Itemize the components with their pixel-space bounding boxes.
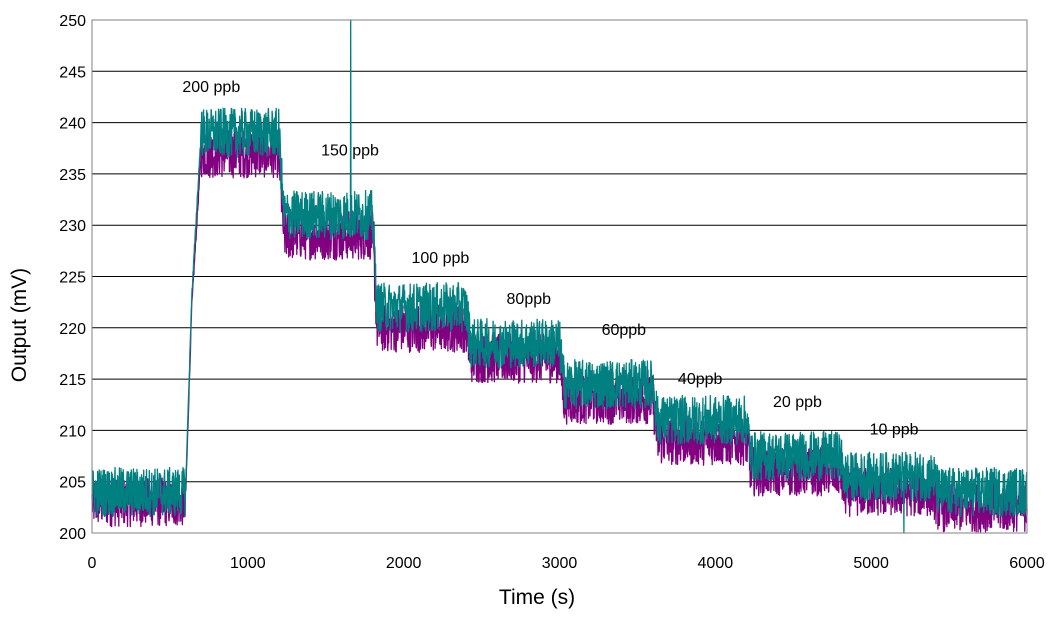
y-tick-label: 200 <box>59 526 86 543</box>
x-tick-label: 4000 <box>698 555 734 572</box>
concentration-label: 20 ppb <box>773 394 822 411</box>
y-tick-label: 205 <box>59 475 86 492</box>
y-tick-label: 215 <box>59 372 86 389</box>
y-axis-label: Output (mV) <box>8 268 31 382</box>
x-tick-label: 0 <box>88 555 97 572</box>
y-tick-label: 210 <box>59 423 86 440</box>
y-tick-label: 220 <box>59 321 86 338</box>
concentration-label: 200 ppb <box>182 79 240 96</box>
concentration-label: 80ppb <box>507 291 552 308</box>
y-tick-label: 225 <box>59 270 86 287</box>
concentration-label: 100 ppb <box>411 250 469 267</box>
y-tick-label: 240 <box>59 116 86 133</box>
y-tick-label: 235 <box>59 167 86 184</box>
series-layer <box>91 19 1028 534</box>
annotations: 200 ppb 150 ppb 100 ppb 80ppb 60ppb 40ppb 20 p… <box>182 79 918 439</box>
y-tick-label: 230 <box>59 218 86 235</box>
x-axis-ticks: 0 1000 2000 3000 4000 5000 6000 <box>88 555 1045 572</box>
y-tick-label: 245 <box>59 64 86 81</box>
concentration-label: 60ppb <box>602 322 647 339</box>
y-axis-ticks: 200 205 210 215 220 225 230 235 240 245 250 <box>59 13 86 543</box>
concentration-label: 150 ppb <box>321 142 379 159</box>
x-tick-label: 1000 <box>230 555 266 572</box>
y-tick-label: 250 <box>59 13 86 30</box>
concentration-label: 10 ppb <box>870 422 919 439</box>
concentration-label: 40ppb <box>678 371 723 388</box>
x-tick-label: 3000 <box>542 555 578 572</box>
x-tick-label: 6000 <box>1009 555 1045 572</box>
x-axis-label: Time (s) <box>499 586 575 609</box>
x-tick-label: 2000 <box>386 555 422 572</box>
series-line-2 <box>91 19 1028 534</box>
x-tick-label: 5000 <box>853 555 889 572</box>
plot-frame <box>91 19 1028 534</box>
